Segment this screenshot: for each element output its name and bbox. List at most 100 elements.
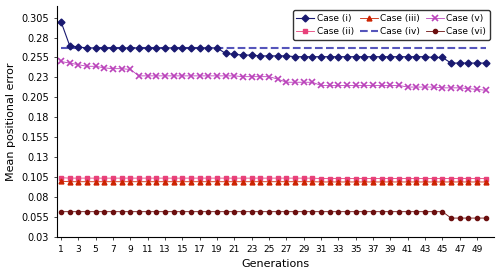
case_iii [310,180,316,183]
case_i [414,55,420,58]
case_iii [448,180,454,184]
case_iii [414,180,420,184]
case_ii [180,177,186,180]
case_vi [162,210,168,213]
case_v [128,68,134,71]
case_iv [448,46,454,50]
case_iv [258,46,264,50]
case_vi [196,210,202,213]
case_i [483,61,489,65]
case_iii [110,180,116,183]
case_iv [318,46,324,50]
case_v [310,81,316,84]
case_i [232,53,237,56]
case_iii [206,180,212,183]
case_iii [457,180,463,184]
case_ii [196,177,202,180]
case_vi [396,210,402,213]
case_v [414,86,420,89]
case_iii [474,180,480,184]
case_iii [154,180,160,183]
case_iii [388,180,394,184]
case_iii [84,180,90,183]
case_ii [352,177,358,180]
case_iii [102,180,107,183]
case_vi [84,210,90,213]
case_ii [222,177,228,180]
case_v [144,74,150,78]
case_ii [102,177,107,180]
case_i [300,55,306,58]
case_ii [466,177,471,180]
case_i [370,55,376,58]
case_vi [370,210,376,213]
case_ii [144,177,150,180]
case_iii [404,180,410,184]
case_i [388,55,394,58]
case_iii [284,180,290,183]
case_v [232,74,237,78]
case_iv [196,46,202,50]
case_v [404,86,410,89]
case_v [370,84,376,87]
case_i [84,46,90,50]
case_iii [214,180,220,183]
case_iv [110,46,116,50]
case_vi [457,216,463,220]
case_vi [58,210,64,213]
case_ii [474,177,480,180]
case_vi [404,210,410,213]
case_ii [440,177,446,180]
case_i [318,55,324,58]
case_i [222,52,228,55]
case_i [206,46,212,50]
X-axis label: Generations: Generations [242,259,310,270]
case_i [422,55,428,58]
case_vi [266,210,272,213]
case_i [404,55,410,58]
case_iv [422,46,428,50]
case_vi [136,210,142,213]
case_iii [162,180,168,183]
case_iii [222,180,228,183]
case_i [196,46,202,50]
case_i [136,46,142,50]
case_iv [118,46,124,50]
case_v [440,86,446,89]
case_iii [362,180,368,184]
case_v [180,74,186,78]
case_ii [284,177,290,180]
case_iii [58,180,64,183]
case_iv [388,46,394,50]
case_v [196,74,202,78]
case_vi [258,210,264,213]
case_i [336,55,342,58]
case_ii [118,177,124,180]
case_vi [352,210,358,213]
case_vi [274,210,280,213]
case_vi [214,210,220,213]
case_iii [266,180,272,183]
case_iv [274,46,280,50]
case_i [440,56,446,59]
case_iv [240,46,246,50]
case_iv [457,46,463,50]
case_ii [292,177,298,180]
case_vi [144,210,150,213]
case_vi [102,210,107,213]
case_v [76,63,82,66]
case_i [66,44,72,47]
case_vi [310,210,316,213]
case_v [457,86,463,89]
case_i [58,20,64,23]
case_iii [396,180,402,184]
case_i [274,54,280,57]
case_iv [162,46,168,50]
case_i [448,61,454,65]
case_iv [154,46,160,50]
case_v [258,75,264,78]
case_iv [144,46,150,50]
case_iii [258,180,264,183]
case_iii [144,180,150,183]
case_vi [300,210,306,213]
